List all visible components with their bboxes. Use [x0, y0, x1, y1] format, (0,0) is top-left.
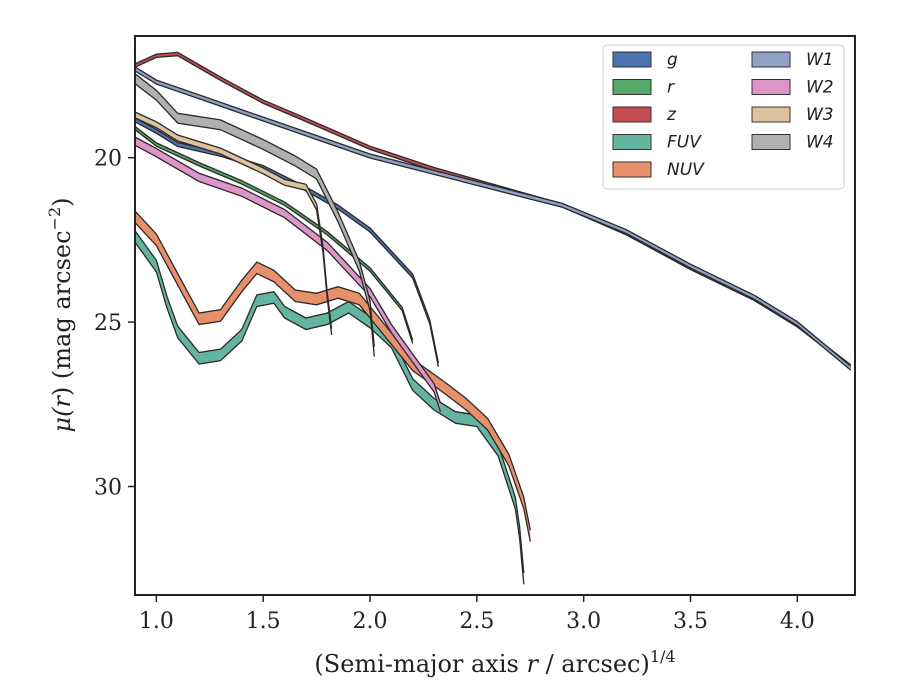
legend-label: z — [666, 105, 677, 125]
x-tick-label: 2.0 — [353, 609, 388, 634]
legend: grz FUV NUV W1 W2 W3 W4 — [603, 45, 844, 189]
legend-item-z: z — [613, 105, 677, 125]
y-axis-label-exponent: −2 — [45, 207, 64, 231]
y-tick-label: 20 — [94, 147, 122, 172]
x-tick-label: 4.0 — [780, 609, 815, 634]
y-axis-label-part-3: ) (mag arcsec — [48, 230, 76, 396]
legend-label: r — [667, 78, 675, 98]
series-edge-upper — [135, 137, 441, 403]
y-axis-label-part-1: μ( — [48, 407, 76, 433]
x-axis-label-part-3: / arcsec) — [538, 650, 650, 678]
legend-label: W3 — [806, 105, 834, 125]
legend-label: FUV — [667, 133, 702, 153]
x-tick-label: 1.5 — [246, 609, 281, 634]
series-band — [135, 211, 530, 541]
y-axis-label: μ(r) (mag arcsec−2) — [45, 197, 76, 432]
legend-swatch — [613, 162, 651, 177]
x-tick-label: 1.0 — [139, 609, 174, 634]
x-axis-label-exponent: 1/4 — [650, 647, 676, 666]
legend-swatch — [752, 107, 790, 122]
legend-label: g — [667, 50, 678, 70]
legend-swatch — [752, 52, 790, 67]
legend-swatch — [613, 107, 651, 122]
legend-swatch — [613, 52, 651, 67]
legend-label: W1 — [806, 50, 834, 70]
x-axis-label: (Semi-major axis r / arcsec)1/4 — [314, 647, 675, 678]
legend-label: NUV — [667, 160, 705, 180]
legend-swatch — [613, 80, 651, 95]
y-axis: 20 25 30 — [94, 147, 135, 501]
legend-label: W4 — [806, 133, 834, 153]
legend-swatch — [752, 80, 790, 95]
legend-swatch — [613, 135, 651, 150]
y-tick-label: 30 — [94, 475, 122, 500]
x-axis: 1.0 1.5 2.0 2.5 3.0 3.5 4.0 — [139, 595, 815, 634]
series-nuv — [135, 211, 530, 541]
legend-swatch — [752, 135, 790, 150]
legend-item-g: g — [613, 50, 678, 70]
x-axis-label-part-1: (Semi-major axis — [314, 650, 526, 678]
series-edge-lower — [135, 223, 530, 542]
x-tick-label: 3.0 — [566, 609, 601, 634]
x-tick-label: 3.5 — [673, 609, 708, 634]
series-edge-upper — [135, 211, 530, 530]
y-axis-label-part-5: ) — [48, 197, 76, 206]
x-tick-label: 2.5 — [459, 609, 494, 634]
y-tick-label: 25 — [94, 311, 122, 336]
legend-label: W2 — [806, 78, 834, 98]
chart: 1.0 1.5 2.0 2.5 3.0 3.5 4.0 20 25 30 (Semi-major… — [0, 0, 900, 700]
